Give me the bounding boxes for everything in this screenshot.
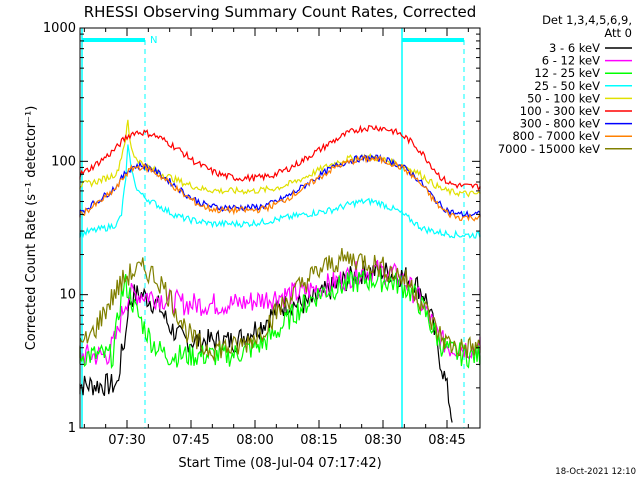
- plot-frame: [79, 27, 481, 429]
- legend-entry-label: 6 - 12 keV: [542, 54, 600, 68]
- ticks-layer: 07:30 07:45 08:00 08:15 08:30 08:45 1 10 100 1000: [43, 21, 480, 448]
- series-line-3: [79, 144, 481, 239]
- legend-header-line-1: Det 1,3,4,5,6,9,: [542, 13, 632, 27]
- y-tick-label: 100: [51, 154, 76, 169]
- series-line-8: [79, 248, 481, 362]
- x-tick-label: 08:30: [364, 433, 401, 448]
- series-line-4: [79, 119, 481, 198]
- legend-entry-label: 7000 - 15000 keV: [498, 142, 600, 156]
- chart-title: RHESSI Observing Summary Count Rates, Co…: [84, 3, 477, 21]
- legend-header-line-2: Att 0: [604, 26, 632, 40]
- legend-entry-label: 12 - 25 keV: [534, 66, 600, 80]
- series-line-7: [79, 154, 481, 222]
- x-tick-label: 08:45: [428, 433, 465, 448]
- legend-entry-label: 50 - 100 keV: [527, 91, 600, 105]
- night-bar-1: [82, 38, 145, 42]
- x-tick-label: 07:45: [172, 433, 209, 448]
- series-line-5: [79, 124, 481, 191]
- y-tick-label: 1: [68, 421, 76, 436]
- night-bar-2: [402, 38, 464, 42]
- series-line-2: [79, 267, 481, 370]
- x-tick-label: 08:00: [236, 433, 273, 448]
- series-line-1: [79, 259, 481, 366]
- legend-entry-label: 3 - 6 keV: [549, 41, 600, 55]
- x-axis-label: Start Time (08-Jul-04 07:17:42): [178, 456, 381, 471]
- y-tick-label: 10: [59, 288, 76, 303]
- legend-entry-label: 100 - 300 keV: [520, 104, 600, 118]
- x-tick-label: 07:30: [108, 433, 145, 448]
- night-label: N: [150, 35, 157, 46]
- series-layer: [79, 119, 481, 423]
- footer-date: 18-Oct-2021 12:10: [555, 467, 636, 477]
- y-axis-label: Corrected Count Rate (s⁻¹ detector⁻¹): [24, 106, 39, 351]
- legend-entry-label: 25 - 50 keV: [534, 79, 600, 93]
- y-tick-label: 1000: [43, 21, 76, 36]
- series-line-0: [79, 260, 453, 423]
- legend-entry-label: 300 - 800 keV: [520, 117, 600, 131]
- legend-entry-label: 800 - 7000 keV: [512, 129, 600, 143]
- x-tick-label: 08:15: [300, 433, 337, 448]
